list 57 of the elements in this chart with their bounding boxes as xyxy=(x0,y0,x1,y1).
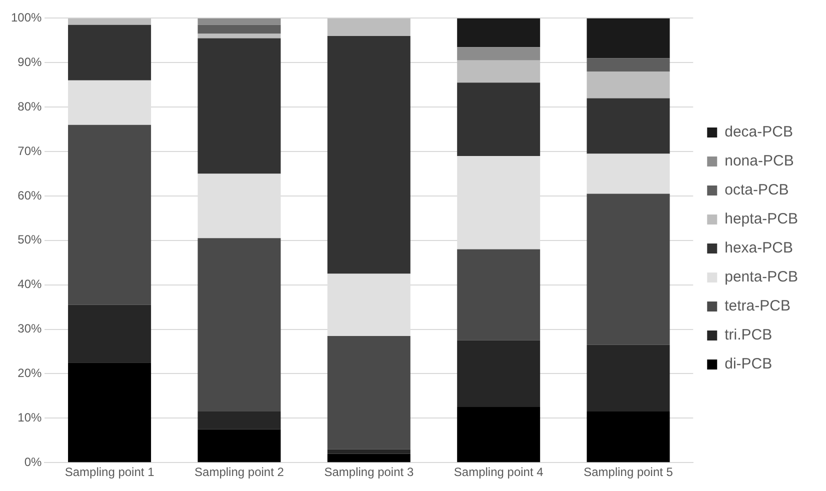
x-tick-label: Sampling point 5 xyxy=(584,465,674,480)
bar xyxy=(457,407,540,462)
x-tick-label: Sampling point 3 xyxy=(324,465,414,480)
bar xyxy=(68,124,152,305)
legend-label: tri.PCB xyxy=(724,326,772,344)
bar xyxy=(586,72,670,98)
y-tick-label: 80% xyxy=(18,99,42,114)
bar xyxy=(327,454,410,462)
legend-label: penta-PCB xyxy=(724,268,798,286)
y-tick-label: 60% xyxy=(18,188,42,202)
bar xyxy=(586,98,670,154)
x-tick-label: Sampling point 2 xyxy=(194,465,284,480)
bar xyxy=(586,58,670,72)
bar xyxy=(327,18,410,36)
bar xyxy=(198,411,281,430)
bar xyxy=(457,249,540,340)
bar xyxy=(586,344,670,412)
legend-label: di-PCB xyxy=(724,356,772,373)
bar xyxy=(327,449,410,454)
legend-label: deca-PCB xyxy=(724,124,793,141)
bar xyxy=(198,38,281,174)
y-tick-label: 20% xyxy=(18,366,42,380)
bar xyxy=(198,238,281,412)
bar xyxy=(586,411,670,462)
bar xyxy=(198,18,281,25)
legend-label: nona-PCB xyxy=(724,152,794,170)
bar xyxy=(68,362,152,462)
legend-label: hexa-PCB xyxy=(724,240,793,257)
y-tick-label: 40% xyxy=(18,277,42,292)
bar xyxy=(457,18,540,48)
bar xyxy=(586,194,670,345)
y-tick-label: 10% xyxy=(18,410,42,424)
legend-label: hepta-PCB xyxy=(724,210,798,228)
bar xyxy=(327,36,410,274)
bar xyxy=(457,82,540,156)
y-tick-label: 30% xyxy=(18,322,42,336)
legend-label: tetra-PCB xyxy=(724,298,790,315)
bar xyxy=(68,18,152,25)
bar xyxy=(68,24,152,80)
bar xyxy=(586,18,670,58)
bar xyxy=(198,24,281,34)
bar xyxy=(327,336,410,450)
x-tick-label: Sampling point 4 xyxy=(454,465,544,480)
bar xyxy=(586,154,670,194)
bar xyxy=(68,304,152,363)
bar xyxy=(198,429,281,462)
bar xyxy=(198,34,281,38)
y-tick-label: 0% xyxy=(24,454,42,469)
y-tick-label: 100% xyxy=(10,10,42,25)
y-tick-label: 70% xyxy=(18,144,42,158)
legend-label: octa-PCB xyxy=(724,182,789,199)
x-tick-label: Sampling point 1 xyxy=(64,465,155,480)
y-tick-label: 50% xyxy=(18,232,42,247)
bar xyxy=(457,340,540,408)
bar xyxy=(457,60,540,83)
bar xyxy=(457,47,540,60)
y-tick-label: 90% xyxy=(18,54,42,69)
